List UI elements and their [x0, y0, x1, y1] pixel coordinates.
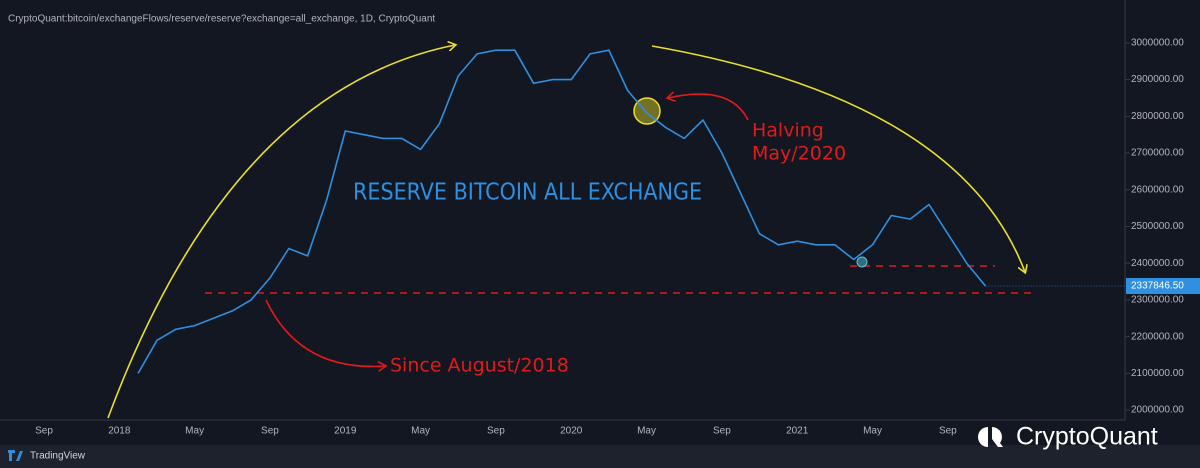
platform-name: TradingView	[30, 451, 86, 462]
x-tick-label: May	[185, 426, 204, 437]
x-tick-label: 2020	[560, 426, 583, 437]
y-tick-label: 2900000.00	[1131, 74, 1184, 85]
since-arrow	[265, 299, 385, 366]
y-tick-label: 2600000.00	[1131, 184, 1184, 195]
annotation: Since August/2018	[390, 355, 569, 377]
chart-title: RESERVE BITCOIN ALL EXCHANGE	[353, 180, 702, 206]
y-tick-label: 2300000.00	[1131, 295, 1184, 306]
brand-logo: CryptoQuant	[978, 423, 1158, 451]
brand-icon	[992, 427, 1003, 447]
y-tick-label: 2400000.00	[1131, 258, 1184, 269]
last-value-label: 2337846.50	[1131, 281, 1184, 292]
annotation: May/2020	[752, 143, 846, 165]
y-tick-label: 2500000.00	[1131, 221, 1184, 232]
y-tick-label: 2200000.00	[1131, 331, 1184, 342]
x-tick-label: Sep	[261, 426, 279, 437]
y-tick-label: 2700000.00	[1131, 148, 1184, 159]
x-tick-label: May	[863, 426, 882, 437]
y-tick-label: 2000000.00	[1131, 405, 1184, 416]
last-value-badge	[1126, 278, 1200, 295]
header-text: CryptoQuant:bitcoin/exchangeFlows/reserv…	[8, 14, 435, 25]
x-tick-label: May	[411, 426, 430, 437]
point-marker	[856, 256, 868, 268]
x-tick-label: Sep	[939, 426, 957, 437]
halving-arrow	[668, 94, 749, 121]
x-tick-label: 2019	[334, 426, 357, 437]
trend-arc-up	[107, 45, 455, 419]
trend-arc-down	[651, 45, 1025, 272]
annotation: Halving	[752, 120, 824, 142]
footer-bar	[0, 445, 1200, 468]
y-tick-label: 3000000.00	[1131, 38, 1184, 49]
logo-icon	[8, 450, 23, 461]
x-tick-label: Sep	[713, 426, 731, 437]
data-line	[137, 49, 987, 374]
brand-name: CryptoQuant	[1016, 423, 1158, 451]
x-tick-label: Sep	[487, 426, 505, 437]
x-tick-label: 2021	[786, 426, 809, 437]
x-tick-label: Sep	[35, 426, 53, 437]
tradingview-logo: TradingView	[8, 450, 86, 462]
x-tick-label: May	[637, 426, 656, 437]
y-tick-label: 2800000.00	[1131, 111, 1184, 122]
x-tick-label: 2018	[108, 426, 131, 437]
brand-icon	[978, 427, 988, 447]
y-tick-label: 2100000.00	[1131, 368, 1184, 379]
